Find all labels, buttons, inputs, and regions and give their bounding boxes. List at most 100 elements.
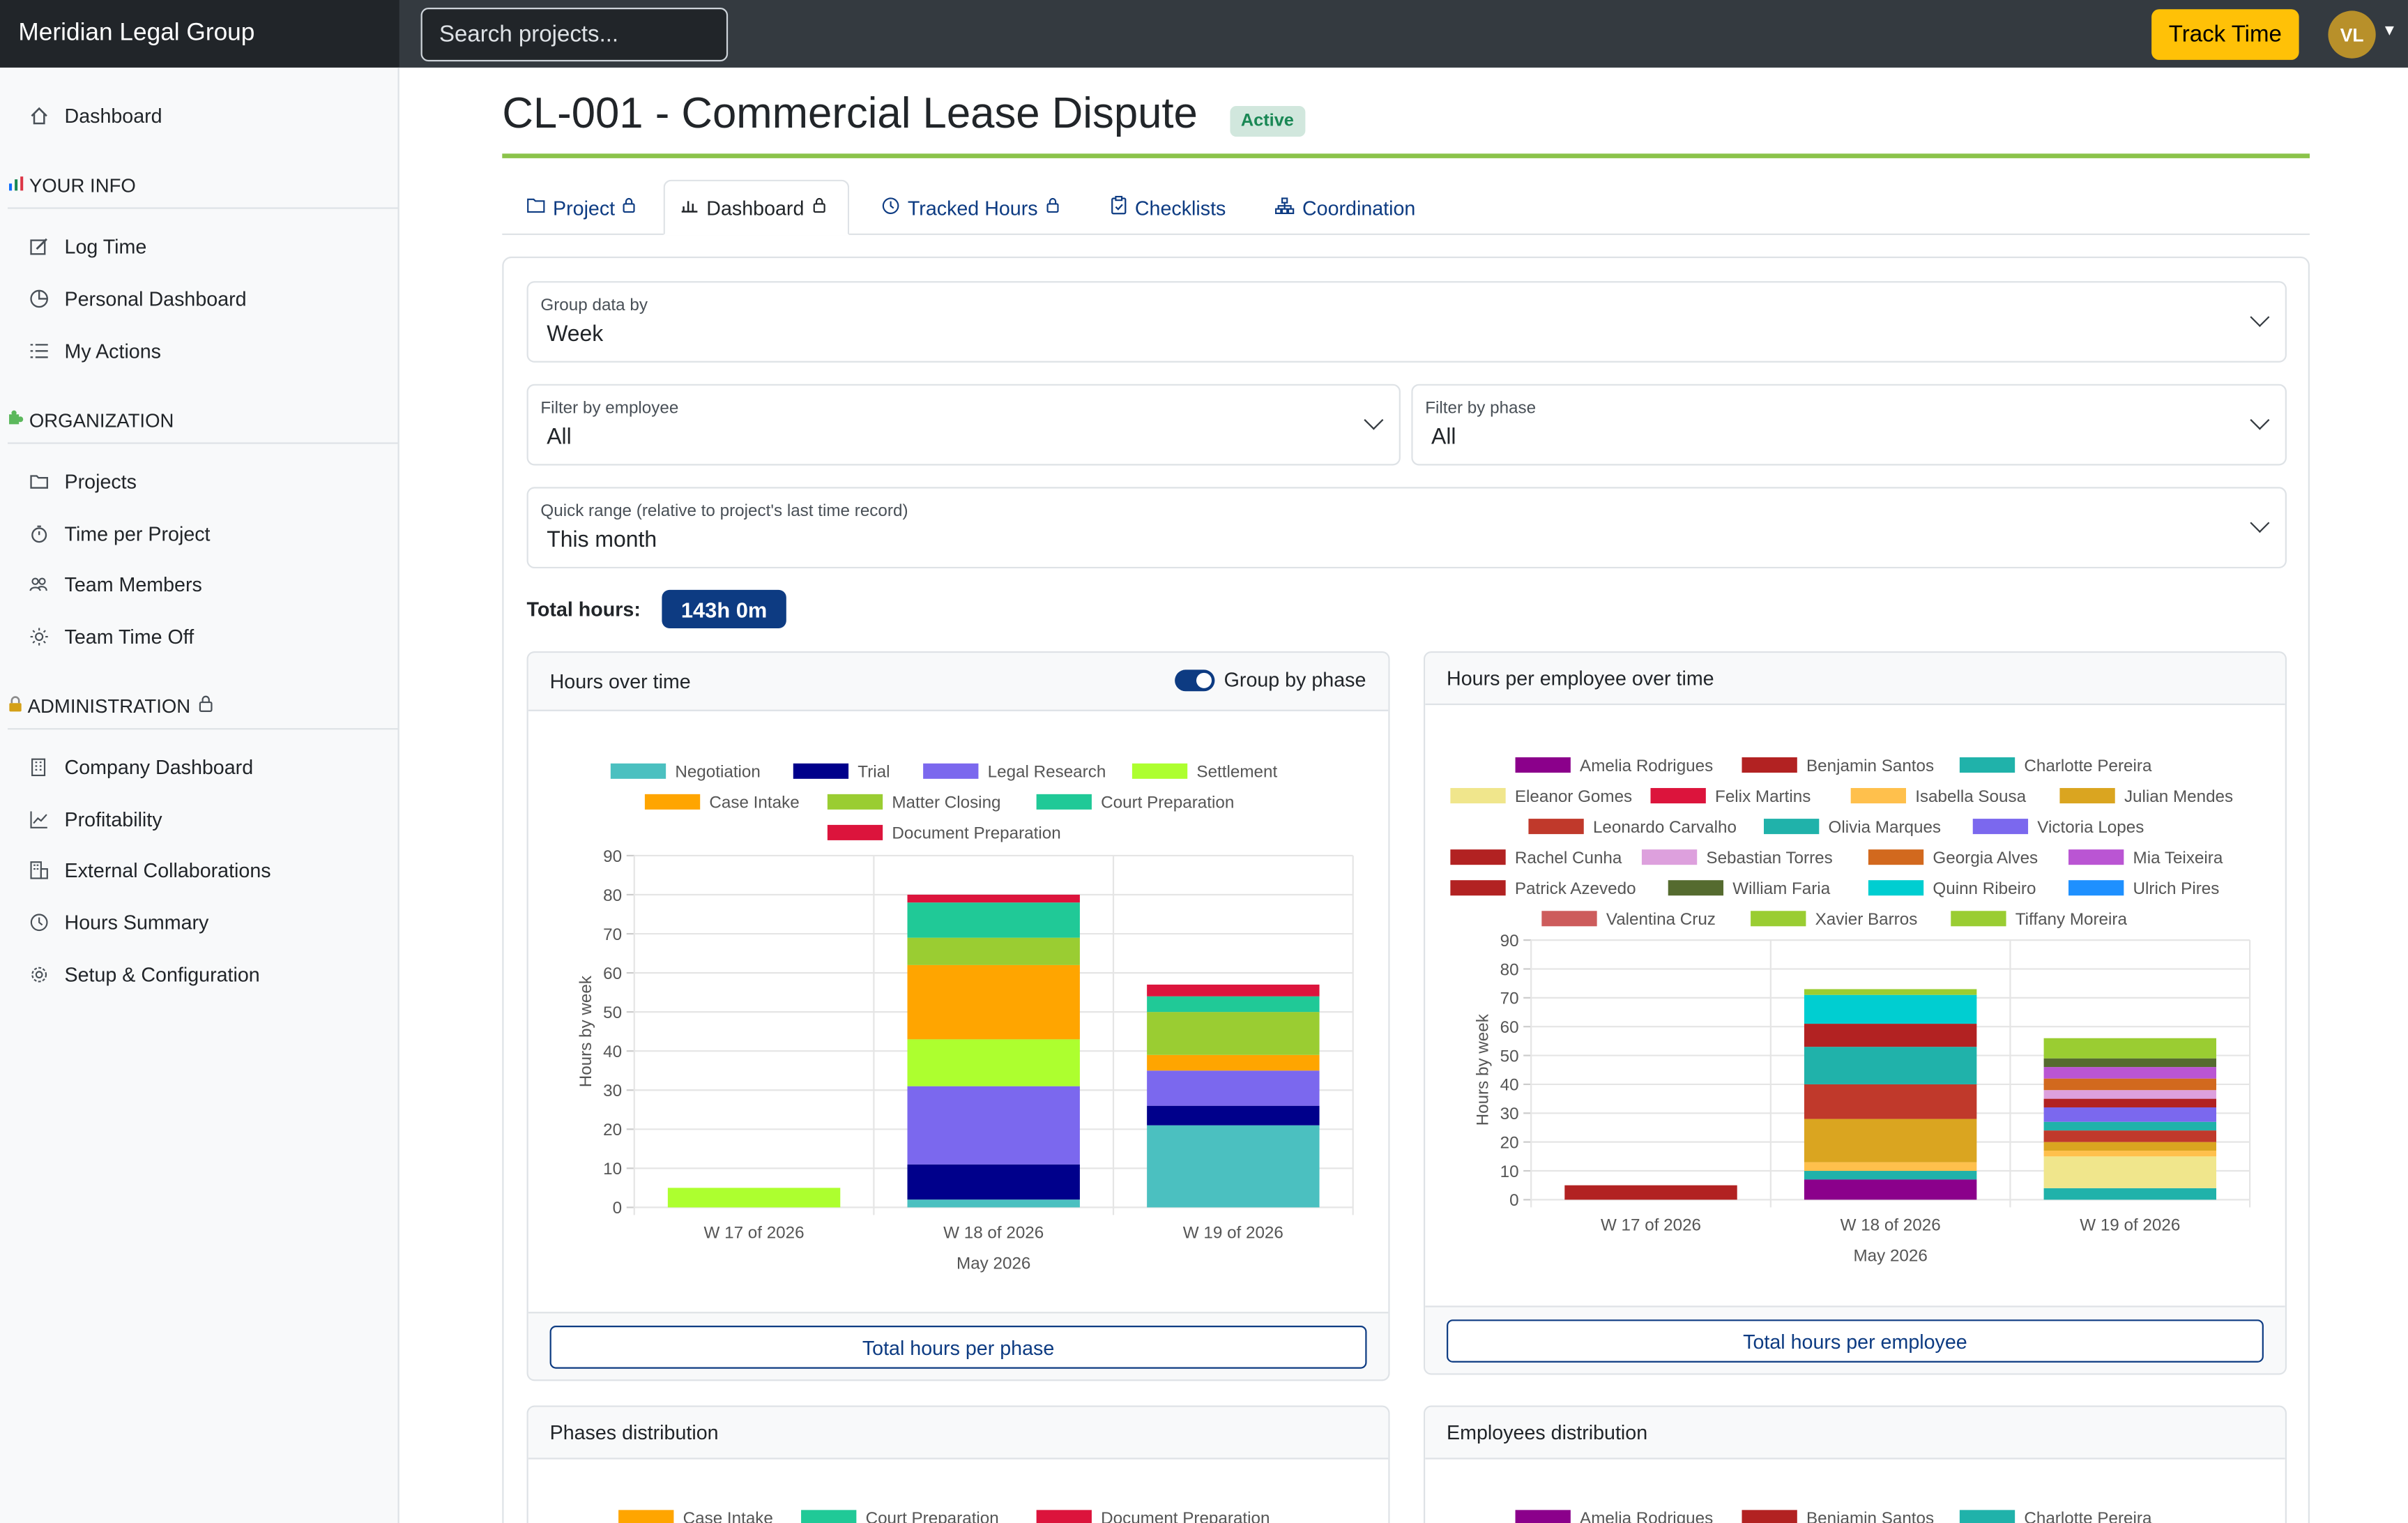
bar-segment xyxy=(1804,994,1977,1024)
employee-filter-select[interactable]: Filter by employee All xyxy=(526,384,1401,466)
group-by-select[interactable]: Group data by Week xyxy=(526,281,2287,363)
sidebar-item-profitability[interactable]: Profitability xyxy=(28,803,162,834)
y-tick-label: 40 xyxy=(1500,1076,1519,1095)
bar-segment xyxy=(1147,1125,1320,1208)
sidebar-item-label: Dashboard xyxy=(64,103,162,127)
status-badge: Active xyxy=(1230,105,1305,137)
card-title: Hours per employee over time xyxy=(1447,667,1714,690)
legend-swatch xyxy=(2068,880,2124,896)
y-axis-label: Hours by week xyxy=(1474,1013,1493,1126)
top-bar: Meridian Legal Group Search projects... … xyxy=(0,0,2408,68)
quick-range-select[interactable]: Quick range (relative to project's last … xyxy=(526,487,2287,569)
legend-swatch xyxy=(1450,880,1506,896)
phase-filter-select[interactable]: Filter by phase All xyxy=(1411,384,2287,466)
y-tick-label: 70 xyxy=(603,925,622,944)
hours-over-time-chart: Negotiation Trial Legal Research Settlement… xyxy=(577,763,1354,1273)
tab-project[interactable]: Project xyxy=(512,180,652,235)
buildings-icon xyxy=(28,858,49,880)
legend-swatch xyxy=(1868,849,1924,865)
pie-chart-icon xyxy=(28,287,49,309)
legend-label: Negotiation xyxy=(675,763,761,782)
bar-segment xyxy=(907,1164,1080,1200)
y-tick-label: 50 xyxy=(603,1003,622,1022)
y-tick-label: 90 xyxy=(603,847,622,866)
legend-swatch xyxy=(618,1510,674,1523)
sidebar-item-label: Projects xyxy=(64,469,137,492)
sidebar-item-external-collaborations[interactable]: External Collaborations xyxy=(28,854,271,885)
tab-label: Project xyxy=(553,195,616,219)
legend-label: Julian Mendes xyxy=(2124,787,2233,806)
sidebar-item-label: Time per Project xyxy=(64,521,211,545)
bar-segment xyxy=(907,1039,1080,1086)
bar-segment xyxy=(1147,984,1320,997)
tab-checklists[interactable]: Checklists xyxy=(1095,180,1242,235)
total-hours-per-employee-button[interactable]: Total hours per employee xyxy=(1447,1319,2264,1363)
bar-segment xyxy=(2043,1188,2216,1200)
legend-swatch xyxy=(610,763,666,779)
tab-tracked-hours[interactable]: Tracked Hours xyxy=(866,180,1074,235)
card-header: Hours per employee over time xyxy=(1425,653,2285,706)
legend-swatch xyxy=(1515,757,1571,773)
card-header: Phases distribution xyxy=(528,1407,1389,1460)
phases-distribution-card: Phases distribution Case Intake Court Pre… xyxy=(526,1405,1390,1523)
legend-swatch xyxy=(923,763,979,779)
sidebar-item-dashboard[interactable]: Dashboard xyxy=(28,100,162,130)
track-time-button[interactable]: Track Time xyxy=(2151,9,2299,60)
group-by-phase-toggle[interactable] xyxy=(1175,669,1215,692)
legend-label: Quinn Ribeiro xyxy=(1933,879,2036,898)
bar-segment xyxy=(1564,1185,1737,1200)
sidebar-item-label: Profitability xyxy=(64,807,162,831)
sidebar-item-company-dashboard[interactable]: Company Dashboard xyxy=(28,751,254,782)
bar-segment xyxy=(1804,1024,1977,1047)
list-icon xyxy=(28,340,49,361)
diagram-icon xyxy=(1274,196,1295,219)
sidebar-item-projects[interactable]: Projects xyxy=(28,465,137,496)
caret-down-icon[interactable]: ▼ xyxy=(2382,23,2398,40)
hours-over-time-card: Hours over time Group by phase Negotiati… xyxy=(526,651,1390,1381)
sidebar-item-label: My Actions xyxy=(64,338,161,362)
sidebar-item-log-time[interactable]: Log Time xyxy=(28,230,146,261)
bar-segment xyxy=(2043,1142,2216,1151)
legend-label: Xavier Barros xyxy=(1815,910,1918,929)
legend-label: Court Preparation xyxy=(866,1509,999,1523)
sidebar-item-team-members[interactable]: Team Members xyxy=(28,568,202,599)
bar-segment xyxy=(1804,1162,1977,1172)
hours-per-employee-card: Hours per employee over time Amelia Rodr… xyxy=(1423,651,2287,1375)
tab-dashboard[interactable]: Dashboard xyxy=(663,179,850,236)
chevron-down-icon xyxy=(1364,410,1384,430)
search-input[interactable]: Search projects... xyxy=(420,8,729,62)
employees-distribution-card: Employees distribution Amelia Rodrigues B… xyxy=(1423,1405,2287,1523)
sidebar-item-time-per-project[interactable]: Time per Project xyxy=(28,517,211,548)
bar-segment xyxy=(1804,1084,1977,1119)
x-tick-label: W 18 of 2026 xyxy=(943,1223,1044,1242)
sidebar-item-hours-summary[interactable]: Hours Summary xyxy=(28,907,209,937)
sidebar-item-setup-configuration[interactable]: Setup & Configuration xyxy=(28,959,260,990)
tab-coordination[interactable]: Coordination xyxy=(1259,180,1431,235)
sidebar-item-my-actions[interactable]: My Actions xyxy=(28,335,161,365)
avatar[interactable]: VL xyxy=(2328,10,2376,59)
brand-logo[interactable]: Meridian Legal Group xyxy=(0,0,399,68)
sidebar-item-label: Team Time Off xyxy=(64,624,195,648)
legend-label: Leonardo Carvalho xyxy=(1593,818,1737,837)
legend-label: Patrick Azevedo xyxy=(1515,879,1636,898)
bar-segment xyxy=(2043,1107,2216,1122)
bar-segment xyxy=(1147,996,1320,1013)
y-tick-label: 0 xyxy=(1509,1191,1518,1210)
legend-swatch xyxy=(1751,911,1806,927)
x-tick-label: W 19 of 2026 xyxy=(2080,1215,2180,1234)
building-icon xyxy=(28,756,49,778)
bar-segment xyxy=(2043,1130,2216,1142)
sidebar-item-team-time-off[interactable]: Team Time Off xyxy=(28,621,195,651)
legend-swatch xyxy=(1515,1510,1571,1523)
total-hours-per-phase-button[interactable]: Total hours per phase xyxy=(549,1326,1367,1369)
legend-label: Charlotte Pereira xyxy=(2024,1509,2152,1523)
legend-label: Georgia Alves xyxy=(1933,849,2038,867)
legend-label: Trial xyxy=(858,763,890,782)
legend-swatch xyxy=(1528,819,1584,835)
section-label: ADMINISTRATION xyxy=(27,695,191,717)
y-tick-label: 0 xyxy=(613,1199,622,1218)
toggle-label: Group by phase xyxy=(1224,668,1366,692)
legend-swatch xyxy=(1450,788,1506,804)
sidebar-item-personal-dashboard[interactable]: Personal Dashboard xyxy=(28,282,247,313)
house-icon xyxy=(28,105,49,126)
